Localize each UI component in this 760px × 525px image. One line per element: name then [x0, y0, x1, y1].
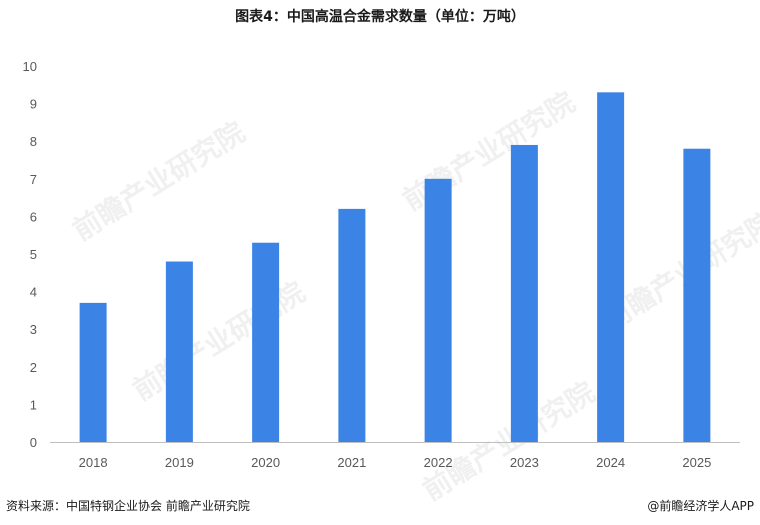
y-tick-label: 0	[30, 435, 37, 450]
x-tick-label: 2018	[79, 455, 108, 470]
y-axis: 0 1 2 3 4 5 6 7 8 9 10	[23, 59, 37, 450]
x-tick-label: 2020	[251, 455, 280, 470]
bar-series	[79, 92, 711, 443]
y-tick-label: 7	[30, 172, 37, 187]
bar-2021	[338, 208, 366, 442]
bar-2025	[683, 148, 711, 442]
x-tick-label: 2025	[682, 455, 711, 470]
y-tick-label: 6	[30, 209, 37, 224]
bar-2024	[597, 92, 625, 442]
y-tick-label: 4	[30, 285, 37, 300]
y-tick-label: 10	[23, 59, 37, 74]
brand-note: @前瞻经济学人APP	[647, 499, 754, 513]
bar-2020	[252, 242, 280, 442]
bar-2022	[424, 178, 452, 443]
y-tick-label: 8	[30, 134, 37, 149]
bar-2019	[165, 261, 193, 442]
y-tick-label: 5	[30, 247, 37, 262]
x-tick-label: 2023	[510, 455, 539, 470]
x-tick-label: 2019	[165, 455, 194, 470]
x-axis: 2018 2019 2020 2021 2022 2023 2024 2025	[79, 455, 712, 470]
chart-title: 图表4：中国高温合金需求数量（单位：万吨）	[235, 9, 525, 25]
bar-2023	[510, 144, 538, 442]
x-tick-label: 2021	[337, 455, 366, 470]
x-tick-label: 2024	[596, 455, 625, 470]
y-tick-label: 3	[30, 322, 37, 337]
x-tick-label: 2022	[424, 455, 453, 470]
bar-2018	[79, 302, 107, 442]
source-note: 资料来源：中国特钢企业协会 前瞻产业研究院	[6, 499, 250, 513]
y-tick-label: 2	[30, 360, 37, 375]
y-tick-label: 1	[30, 397, 37, 412]
y-tick-label: 9	[30, 97, 37, 112]
